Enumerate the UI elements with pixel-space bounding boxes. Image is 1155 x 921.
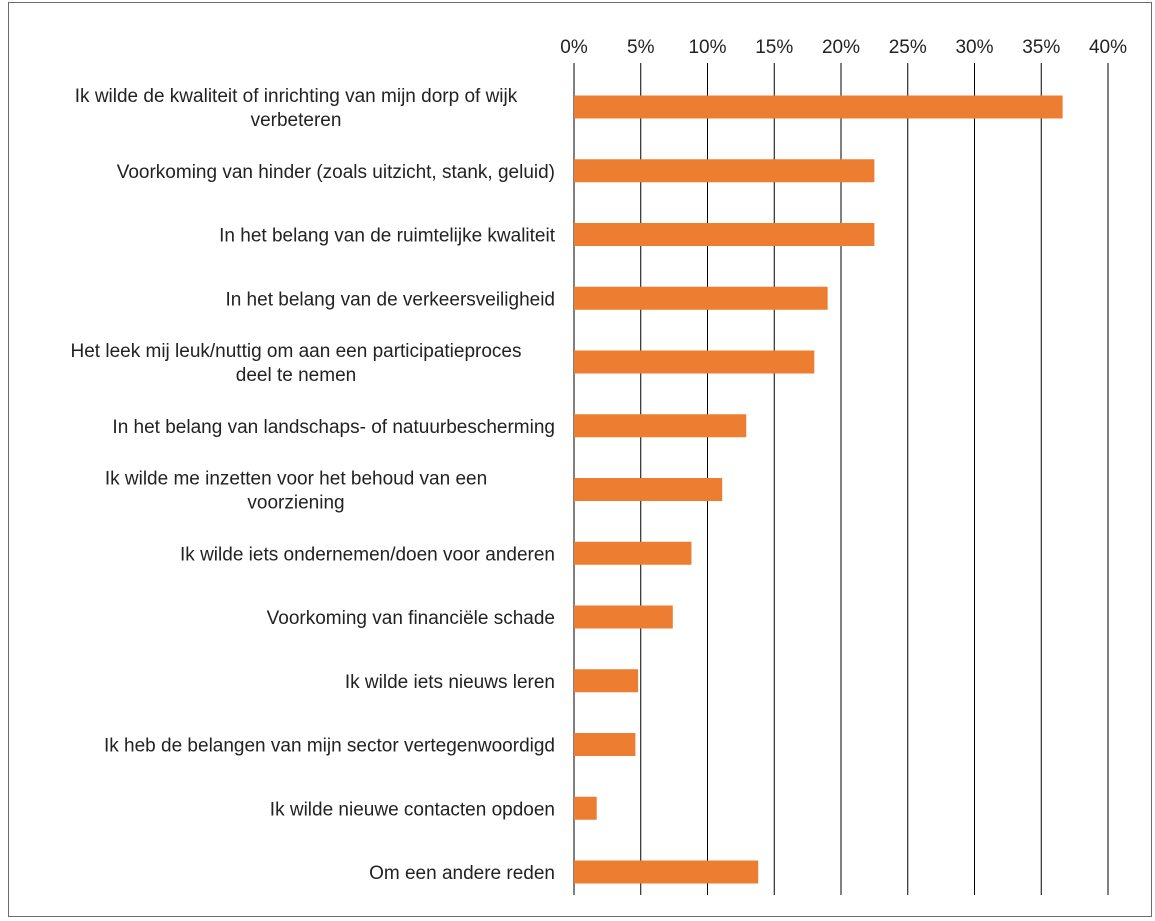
bar [574,159,875,183]
category-label-line: In het belang van landschaps- of natuurb… [112,417,555,438]
chart-frame: 0% 5% 10% 15% 20% 25% 30% 35% 40% Ik wilde de kw… [8,2,1152,917]
category-label: In het belang van de ruimtelijke kwalite… [219,226,556,247]
bar [574,350,815,374]
category-label-line: In het belang van de ruimtelijke kwalite… [219,226,556,247]
bar [574,669,639,693]
gridlines [573,63,1109,895]
bar [574,286,828,310]
category-label-line: Ik wilde de kwaliteit of inrichting van … [75,86,518,107]
bar [574,478,723,501]
category-label-line: Ik wilde me inzetten voor het behoud van… [105,469,487,490]
bar [574,95,1063,119]
category-label: Het leek mij leuk/nuttig om aan een part… [71,341,522,386]
bar [574,860,759,884]
category-label-line: Ik heb de belangen van mijn sector verte… [104,736,555,757]
x-tick-label: 30% [955,37,993,58]
x-tick-label: 25% [889,37,927,58]
bar [574,414,747,438]
x-axis-tick-labels: 0% 5% 10% 15% 20% 25% 30% 35% 40% [560,37,1127,58]
category-label-line: In het belang van de verkeersveiligheid [225,289,555,310]
category-label-line: Het leek mij leuk/nuttig om aan een part… [71,341,522,362]
x-tick-label: 10% [688,37,726,58]
bar-chart: 0% 5% 10% 15% 20% 25% 30% 35% 40% Ik wilde de kw… [71,37,1127,895]
category-label: Ik wilde nieuwe contacten opdoen [270,799,555,820]
category-label-line: deel te nemen [236,365,356,386]
x-tick-label: 5% [627,37,655,58]
x-tick-label: 40% [1089,37,1127,58]
category-label: Ik wilde iets nieuws leren [345,672,555,693]
bar [574,796,597,820]
category-label: Om een andere reden [369,863,555,884]
category-label-line: Om een andere reden [369,863,555,884]
category-label: Ik wilde iets ondernemen/doen voor ander… [180,544,555,565]
bars [574,95,1063,884]
category-labels: Ik wilde de kwaliteit of inrichting van … [71,86,556,884]
x-tick-label: 15% [755,37,793,58]
category-label: Ik wilde me inzetten voor het behoud van… [105,469,487,514]
category-label-line: voorziening [247,493,344,514]
category-label: Voorkoming van hinder (zoals uitzicht, s… [117,162,555,183]
x-tick-label: 35% [1022,37,1060,58]
category-label: In het belang van de verkeersveiligheid [225,289,555,310]
category-label-line: Voorkoming van financiële schade [267,608,555,629]
bar [574,733,636,756]
bar [574,541,692,565]
category-label-line: Ik wilde iets nieuws leren [345,672,555,693]
bar [574,605,673,629]
bar [574,223,875,246]
category-label: In het belang van landschaps- of natuurb… [112,417,555,438]
category-label: Voorkoming van financiële schade [267,608,555,629]
category-label-line: Ik wilde iets ondernemen/doen voor ander… [180,544,555,565]
x-tick-label: 20% [822,37,860,58]
category-label-line: verbeteren [251,110,342,131]
x-tick-label: 0% [560,37,588,58]
category-label-line: Voorkoming van hinder (zoals uitzicht, s… [117,162,555,183]
category-label: Ik wilde de kwaliteit of inrichting van … [75,86,518,131]
category-label-line: Ik wilde nieuwe contacten opdoen [270,799,555,820]
category-label: Ik heb de belangen van mijn sector verte… [104,736,555,757]
